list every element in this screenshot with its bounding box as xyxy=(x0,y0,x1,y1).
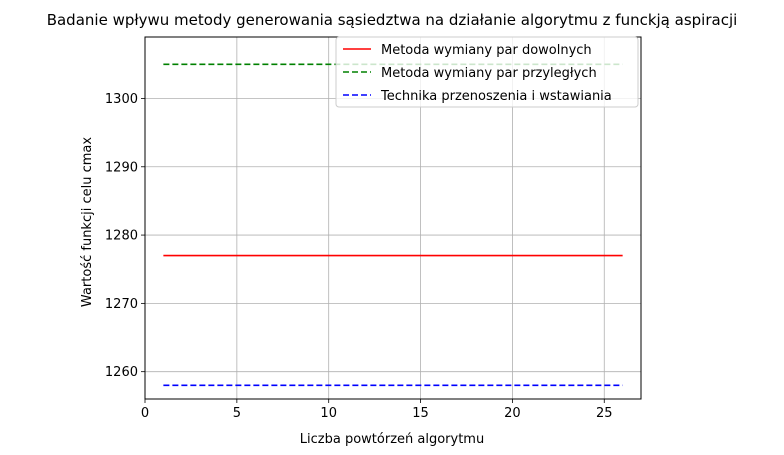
y-tick-label: 1290 xyxy=(105,160,138,175)
x-tick-label: 25 xyxy=(596,406,613,421)
x-tick-label: 0 xyxy=(141,406,149,421)
x-tick-label: 10 xyxy=(320,406,337,421)
y-tick-label: 1270 xyxy=(105,297,138,312)
chart-title: Badanie wpływu metody generowania sąsied… xyxy=(47,11,738,29)
series-lines xyxy=(163,63,623,387)
legend-label-1: Metoda wymiany par dowolnych xyxy=(381,43,592,58)
x-tick-label: 20 xyxy=(504,406,521,421)
y-axis-label: Wartość funkcji celu cmax xyxy=(80,137,95,307)
y-tick-label: 1260 xyxy=(105,365,138,380)
y-tick-label: 1300 xyxy=(105,92,138,107)
legend: Metoda wymiany par dowolnych Metoda wymia… xyxy=(335,36,639,108)
legend-label-2: Metoda wymiany par przyległych xyxy=(381,66,597,81)
x-tick-label: 5 xyxy=(233,406,241,421)
y-axis-ticks: 1260 1270 1280 1290 1300 xyxy=(105,92,145,380)
legend-box xyxy=(335,36,639,108)
x-axis-ticks: 0 5 10 15 20 25 xyxy=(141,399,613,421)
x-tick-label: 15 xyxy=(412,406,429,421)
legend-label-3: Technika przenoszenia i wstawiania xyxy=(380,89,612,104)
y-tick-label: 1280 xyxy=(105,229,138,244)
x-axis-label: Liczba powtórzeń algorytmu xyxy=(300,432,484,447)
